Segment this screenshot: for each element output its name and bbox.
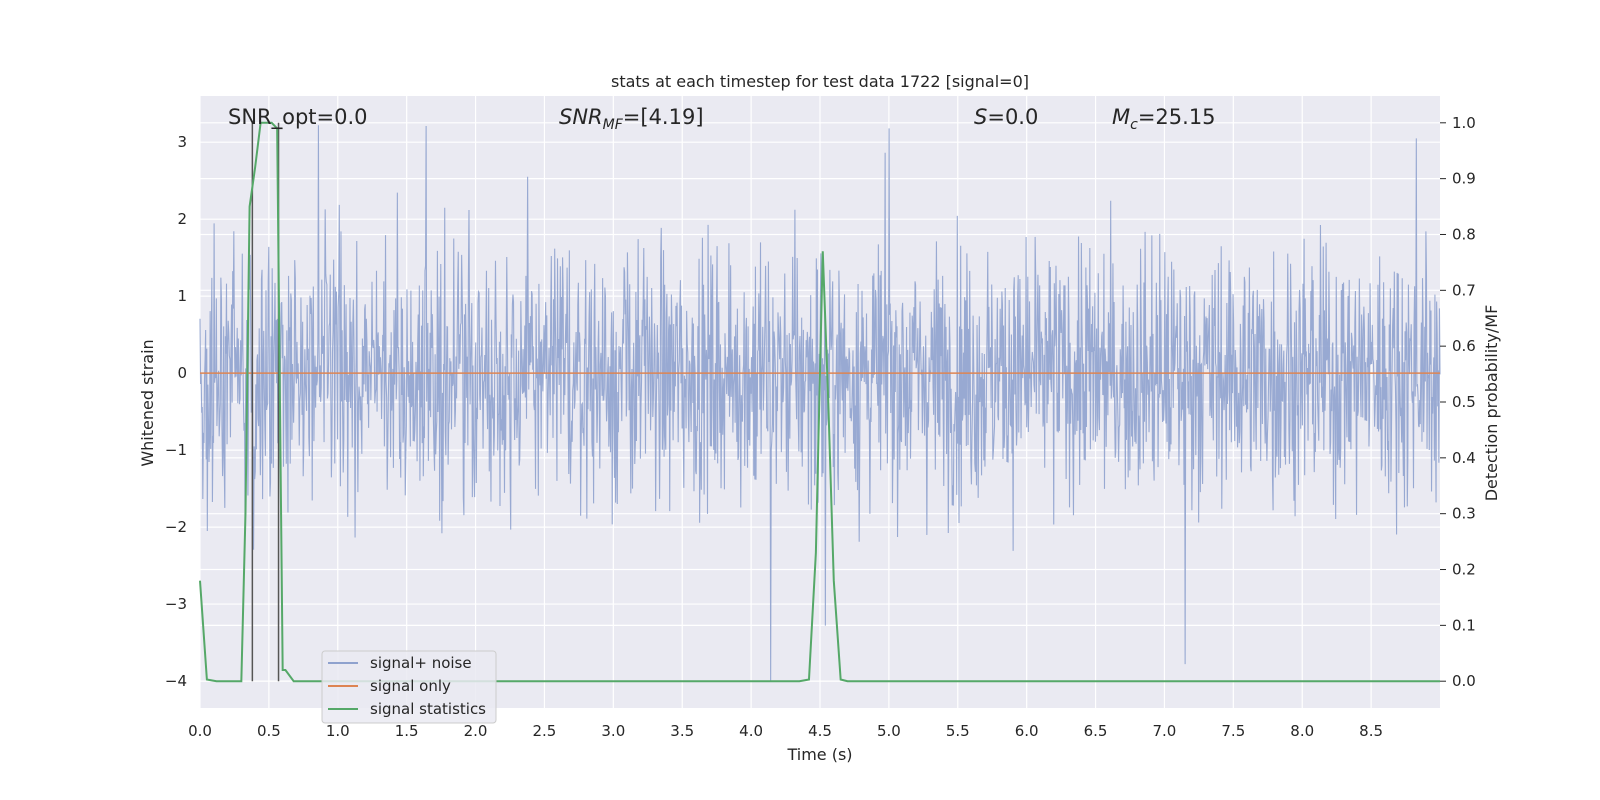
x-tick-label: 1.5	[395, 722, 419, 740]
snr-mf-value: =[4.19]	[623, 105, 704, 129]
legend-label-signal-statistics: signal statistics	[370, 700, 486, 718]
mc-value: =25.15	[1138, 105, 1216, 129]
x-tick-label: 1.0	[326, 722, 350, 740]
y-tick-label: 1	[177, 287, 187, 305]
y2-tick-label: 0.4	[1452, 449, 1476, 467]
mc-base: M	[1112, 105, 1130, 129]
legend-label-signal-only: signal only	[370, 677, 451, 695]
y2-tick-label: 0.5	[1452, 393, 1476, 411]
x-tick-label: 7.0	[1153, 722, 1177, 740]
signal-statistics-line	[199, 121, 1440, 683]
y-tick-label: 2	[177, 210, 187, 228]
x-tick-label: 3.0	[601, 722, 625, 740]
annotation-snr-opt: SNR_opt=0.0	[228, 105, 368, 130]
y-tick-label: −3	[165, 595, 187, 613]
mc-sub: c	[1130, 117, 1138, 133]
y-tick-label: −1	[165, 441, 187, 459]
y2-tick-label: 0.3	[1452, 505, 1476, 523]
x-tick-label: 0.5	[257, 722, 281, 740]
x-tick-label: 8.0	[1290, 722, 1314, 740]
y2-tick-label: 0.2	[1452, 561, 1476, 579]
x-tick-label: 2.0	[464, 722, 488, 740]
y-tick-label: 3	[177, 133, 187, 151]
y2-tick-label: 0.1	[1452, 616, 1476, 634]
legend-box	[321, 650, 497, 724]
x-tick-label: 5.0	[877, 722, 901, 740]
legend: signal+ noise signal only signal statist…	[321, 650, 497, 724]
y2-tick-label: 0.9	[1452, 170, 1476, 188]
x-tick-label: 6.0	[1015, 722, 1039, 740]
y2-tick-label: 0.8	[1452, 225, 1476, 243]
x-tick-label: 3.5	[670, 722, 694, 740]
snr-mf-sub: MF	[603, 117, 624, 133]
annotation-s: S=0.0	[974, 105, 1038, 129]
y-tick-label: 0	[177, 364, 187, 382]
s-value: =0.0	[987, 105, 1038, 129]
annotation-snr-mf: SNRMF=[4.19]	[559, 105, 704, 133]
y2-axis-label: Detection probability/MF	[1482, 305, 1501, 502]
y-tick-label: −4	[165, 672, 187, 690]
chart-title: stats at each timestep for test data 172…	[611, 72, 1029, 91]
x-tick-label: 4.0	[739, 722, 763, 740]
x-tick-label: 2.5	[533, 722, 557, 740]
x-tick-label: 7.5	[1221, 722, 1245, 740]
s-label: S	[974, 105, 987, 129]
y-tick-label: −2	[165, 518, 187, 536]
y2-tick-label: 0.7	[1452, 281, 1476, 299]
snr-mf-base: SNR	[559, 105, 603, 129]
y2-tick-labels: 1.0 0.9 0.8 0.7 0.6 0.5 0.4 0.3 0.2 0.1 0.0	[1440, 114, 1476, 690]
signal-statistics-series	[199, 121, 1440, 683]
x-tick-label: 6.5	[1084, 722, 1108, 740]
x-tick-labels: 0.0 0.5 1.0 1.5 2.0 2.5 3.0 3.5 4.0 4.5 5.0 5.5 6.0 6…	[188, 722, 1383, 740]
x-tick-label: 8.5	[1359, 722, 1383, 740]
legend-label-noise: signal+ noise	[370, 654, 472, 672]
y2-tick-label: 1.0	[1452, 114, 1476, 132]
y2-tick-label: 0.0	[1452, 672, 1476, 690]
x-tick-label: 0.0	[188, 722, 212, 740]
x-tick-label: 5.5	[946, 722, 970, 740]
y2-tick-label: 0.6	[1452, 337, 1476, 355]
y-axis-label: Whitened strain	[138, 339, 157, 466]
y-tick-labels: 3 2 1 0 −1 −2 −3 −4	[165, 133, 187, 690]
x-axis-label: Time (s)	[786, 745, 852, 764]
x-tick-label: 4.5	[808, 722, 832, 740]
annotation-mc: Mc=25.15	[1112, 105, 1216, 133]
